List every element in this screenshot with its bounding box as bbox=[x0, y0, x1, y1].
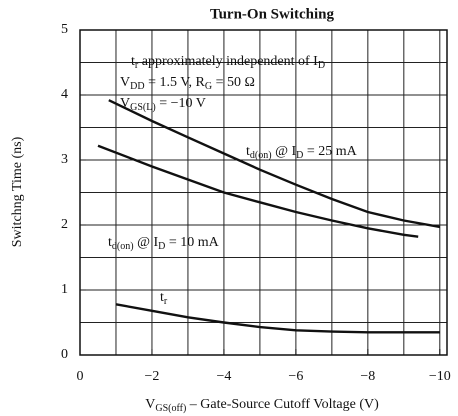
series-label: td(on) @ ID = 10 mA bbox=[108, 235, 220, 252]
series-label: td(on) @ ID = 25 mA bbox=[246, 144, 358, 161]
annotation-part: = 50 Ω bbox=[212, 75, 255, 90]
annotation-part: V bbox=[120, 96, 130, 111]
x-tick-label: −6 bbox=[288, 369, 303, 384]
x-axis-label: VGS(off) – Gate-Source Cutoff Voltage (V… bbox=[145, 397, 379, 414]
annotation-part: = 1.5 V, R bbox=[145, 75, 206, 90]
series-label-part: D bbox=[296, 150, 303, 161]
x-axis-label-part: – Gate-Source Cutoff Voltage (V) bbox=[186, 397, 379, 412]
x-tick-label: −10 bbox=[429, 369, 451, 384]
series-label-part: = 10 mA bbox=[165, 235, 219, 250]
y-tick-label: 5 bbox=[61, 22, 68, 37]
annotation-part: r bbox=[135, 60, 139, 71]
series-label-part: r bbox=[164, 296, 168, 307]
annotation-part: DD bbox=[130, 81, 144, 92]
series-line bbox=[108, 99, 441, 229]
series-line bbox=[115, 303, 440, 334]
annotation-part: = −10 V bbox=[156, 96, 206, 111]
annotation-part: D bbox=[318, 60, 325, 71]
y-tick-label: 3 bbox=[61, 152, 68, 167]
series-label-part: t bbox=[108, 235, 112, 250]
plot-frame bbox=[79, 29, 448, 356]
y-tick-label: 4 bbox=[61, 87, 68, 102]
series-label-part: = 25 mA bbox=[303, 144, 357, 159]
series-label-part: t bbox=[246, 144, 250, 159]
x-tick-label: 0 bbox=[77, 369, 84, 384]
series-label-part: t bbox=[160, 290, 164, 305]
x-axis-label-part: V bbox=[145, 397, 155, 412]
series-label-part: d(on) bbox=[112, 241, 134, 252]
annotation-part: G bbox=[205, 81, 212, 92]
series-label-part: d(on) bbox=[250, 150, 272, 161]
x-tick-label: −2 bbox=[145, 369, 160, 384]
series-label-part: D bbox=[158, 241, 165, 252]
series-label: tr bbox=[160, 290, 168, 307]
annotation-part: approximately independent of I bbox=[138, 54, 318, 69]
x-tick-label: −4 bbox=[216, 369, 231, 384]
series-label-part: @ I bbox=[134, 235, 159, 250]
annotation: tr approximately independent of ID bbox=[131, 54, 325, 71]
x-axis-label-part: GS(off) bbox=[155, 403, 186, 414]
y-tick-label: 2 bbox=[61, 217, 68, 232]
series-line bbox=[97, 144, 419, 238]
y-tick-label: 1 bbox=[61, 282, 68, 297]
annotation-part: V bbox=[120, 75, 130, 90]
x-tick-label: −8 bbox=[360, 369, 375, 384]
chart-title: Turn-On Switching bbox=[210, 6, 335, 22]
annotation: VDD = 1.5 V, RG = 50 Ω bbox=[120, 75, 255, 92]
series-label-part: @ I bbox=[272, 144, 297, 159]
y-tick-label: 0 bbox=[61, 347, 68, 362]
annotation: VGS(L) = −10 V bbox=[120, 96, 206, 113]
annotation-part: t bbox=[131, 54, 135, 69]
annotation-part: GS(L) bbox=[130, 102, 156, 113]
y-axis-label: Switchng Time (ns) bbox=[10, 136, 25, 247]
